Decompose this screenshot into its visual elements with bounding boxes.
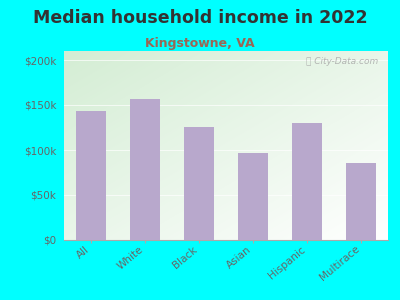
- Bar: [238, 153, 268, 240]
- Text: ⓘ City-Data.com: ⓘ City-Data.com: [306, 57, 378, 66]
- Bar: [184, 127, 214, 240]
- Text: Median household income in 2022: Median household income in 2022: [33, 9, 367, 27]
- Text: Kingstowne, VA: Kingstowne, VA: [145, 38, 255, 50]
- Bar: [346, 163, 376, 240]
- Bar: [292, 123, 322, 240]
- Bar: [130, 99, 160, 240]
- Bar: [76, 111, 106, 240]
